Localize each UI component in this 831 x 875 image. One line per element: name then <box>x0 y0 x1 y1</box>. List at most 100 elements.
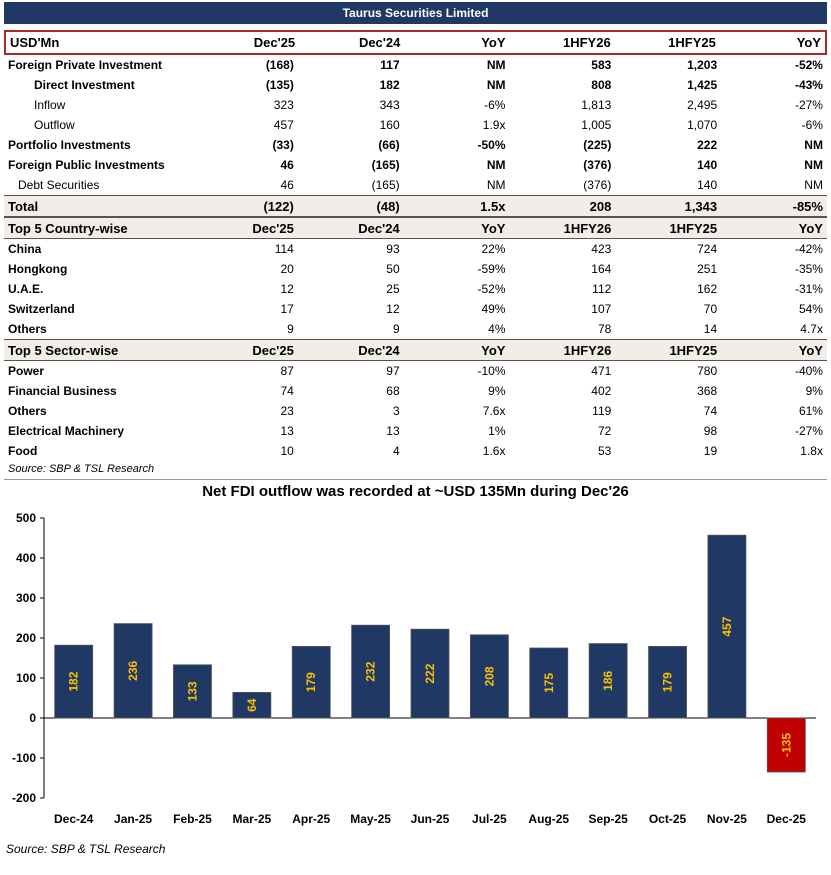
header-label: Top 5 Country-wise <box>8 220 128 236</box>
cell: 61% <box>798 404 823 418</box>
x-tick-label: Dec-25 <box>767 812 807 826</box>
country-header-row: Top 5 Country-wise Dec'25 Dec'24 YoY 1HFY26 1… <box>4 217 827 239</box>
row-label: Foreign Private Investment <box>8 58 163 72</box>
column-header: YoY <box>798 342 823 358</box>
column-header: YoY <box>798 220 823 236</box>
row-label: Others <box>8 404 47 418</box>
row-label: Others <box>8 322 47 336</box>
bar <box>173 664 212 719</box>
cell: (168) <box>265 58 294 72</box>
cell: (225) <box>583 138 612 152</box>
table-row: U.A.E. 12 25 -52% 112 162 -31% <box>4 279 827 299</box>
cell: (376) <box>583 158 612 172</box>
header-label: USD'Mn <box>10 35 60 50</box>
bar <box>469 634 509 719</box>
column-header: 1HFY25 <box>669 220 718 236</box>
table-row: Direct Investment (135) 182 NM 808 1,425 -43% <box>4 75 827 95</box>
cell: 9 <box>392 322 400 336</box>
cell: 1,203 <box>687 58 718 72</box>
cell: 1.9x <box>482 118 506 132</box>
cell: 12 <box>280 282 294 296</box>
cell: 23 <box>280 404 294 418</box>
cell: 20 <box>280 262 294 276</box>
cell: 25 <box>386 282 400 296</box>
cell: 98 <box>703 424 718 438</box>
y-tick-label: 500 <box>16 511 36 525</box>
cell: 1.8x <box>800 444 823 458</box>
row-label: Switzerland <box>8 302 75 316</box>
cell: 119 <box>592 404 612 418</box>
bar <box>351 624 391 719</box>
cell: 208 <box>589 198 612 214</box>
cell: 423 <box>591 242 612 256</box>
column-header: 1HFY26 <box>563 342 612 358</box>
row-label: China <box>8 242 42 256</box>
cell: 1,070 <box>687 118 718 132</box>
cell: 97 <box>386 364 400 378</box>
cell: -52% <box>794 58 823 72</box>
table-row: Debt Securities 46 (165) NM (376) 140 NM <box>4 175 827 195</box>
cell: 1,343 <box>684 198 718 214</box>
row-label: Inflow <box>34 98 66 112</box>
table-row: Inflow 323 343 -6% 1,813 2,495 -27% <box>4 95 827 115</box>
cell: 808 <box>591 78 612 92</box>
cell: 12 <box>386 302 400 316</box>
cell: 164 <box>591 262 612 276</box>
column-header: Dec'25 <box>252 342 294 358</box>
cell: 50 <box>386 262 400 276</box>
table-row: Portfolio Investments (33) (66) -50% (225) 22… <box>4 135 827 155</box>
cell: -40% <box>794 364 823 378</box>
cell: 70 <box>703 302 718 316</box>
cell: 323 <box>273 98 294 112</box>
cell: -52% <box>477 282 506 296</box>
cell: (122) <box>263 198 294 214</box>
main-rows: Foreign Private Investment (168) 117 NM 583 1… <box>4 55 827 195</box>
chart-source: Source: SBP & TSL Research <box>6 842 166 856</box>
cell: 17 <box>280 302 294 316</box>
cell: 14 <box>703 322 718 336</box>
x-tick-label: Nov-25 <box>707 812 747 826</box>
table-row: Power 87 97 -10% 471 780 -40% <box>4 361 827 381</box>
table-row: China 114 93 22% 423 724 -42% <box>4 239 827 259</box>
data-label: 182 <box>67 671 81 691</box>
cell: -27% <box>794 98 823 112</box>
x-tick-label: Oct-25 <box>649 812 687 826</box>
table-row: Others 23 3 7.6x 119 74 61% <box>4 401 827 421</box>
cell: 457 <box>273 118 294 132</box>
row-label: Foreign Public Investments <box>8 158 165 172</box>
x-tick-label: Feb-25 <box>173 812 212 826</box>
cell: 368 <box>697 384 718 398</box>
cell: 68 <box>386 384 400 398</box>
bar <box>707 534 747 719</box>
column-header: YoY <box>481 35 506 50</box>
cell: 343 <box>379 98 400 112</box>
data-label: 208 <box>482 666 496 686</box>
cell: -50% <box>477 138 506 152</box>
cell: 72 <box>597 424 612 438</box>
cell: 19 <box>703 444 718 458</box>
table-row: Food 10 4 1.6x 53 19 1.8x <box>4 441 827 461</box>
cell: -42% <box>794 242 823 256</box>
row-label: U.A.E. <box>8 282 44 296</box>
cell: 2,495 <box>687 98 718 112</box>
table-row: Hongkong 20 50 -59% 164 251 -35% <box>4 259 827 279</box>
column-header: YoY <box>481 220 506 236</box>
x-tick-label: Sep-25 <box>588 812 628 826</box>
y-tick-label: 0 <box>29 711 36 725</box>
row-label: Total <box>8 198 39 214</box>
x-tick-label: Apr-25 <box>292 812 330 826</box>
cell: (135) <box>265 78 294 92</box>
chart-title: Net FDI outflow was recorded at ~USD 135… <box>202 483 629 500</box>
cell: 402 <box>591 384 612 398</box>
table-header-row: USD'Mn Dec'25 Dec'24 YoY 1HFY26 1HFY25 YoY <box>4 30 827 55</box>
column-header: Dec'25 <box>253 35 296 50</box>
column-header: YoY <box>481 342 506 358</box>
cell: 140 <box>697 158 718 172</box>
cell: (33) <box>272 138 294 152</box>
cell: 4 <box>392 444 400 458</box>
data-table: Taurus Securities Limited USD'Mn Dec'25 De… <box>4 2 827 477</box>
cell: 87 <box>280 364 294 378</box>
row-label: Financial Business <box>8 384 117 398</box>
cell: 1.6x <box>482 444 506 458</box>
